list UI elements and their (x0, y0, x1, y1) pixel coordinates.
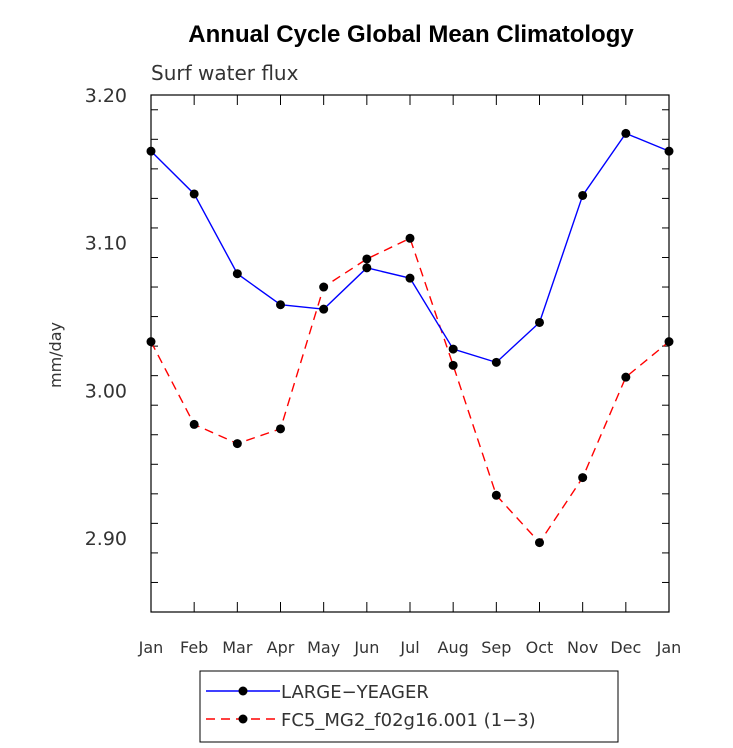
data-point (491, 357, 501, 367)
data-point (232, 439, 242, 449)
data-point (362, 263, 372, 273)
x-tick-label: Jan (656, 638, 682, 657)
data-point (578, 190, 588, 200)
y-tick-label: 3.20 (85, 85, 127, 107)
y-axis-label: mm/day (46, 322, 65, 388)
x-tick-label: Oct (526, 638, 554, 657)
y-tick-label: 2.90 (85, 528, 127, 550)
x-tick-label: Nov (567, 638, 598, 657)
x-tick-label: Jul (399, 638, 419, 657)
data-point (189, 189, 199, 199)
x-tick-label: Sep (481, 638, 511, 657)
legend-marker (238, 686, 248, 696)
x-tick-label: Feb (180, 638, 208, 657)
data-point (535, 538, 544, 548)
legend-marker (238, 714, 248, 724)
legend: LARGE−YEAGER FC5_MG2_f02g16.001 (1−3) (199, 670, 619, 743)
x-tick-label: Dec (610, 638, 641, 657)
x-tick-label: Jun (353, 638, 379, 657)
data-point (621, 128, 631, 138)
x-tick-labels: Jan Feb Mar Apr May Jun Jul Aug Sep Oct Nov Dec Jan (138, 638, 682, 657)
data-point (578, 473, 588, 483)
data-point (448, 360, 458, 370)
y-tick-labels: 2.90 3.00 3.10 3.20 (85, 85, 127, 550)
data-point (319, 282, 329, 292)
legend-box (199, 670, 619, 743)
axis-ticks (150, 95, 670, 613)
legend-label: FC5_MG2_f02g16.001 (1−3) (281, 710, 536, 731)
series-line-0 (150, 132, 670, 364)
chart-title: Annual Cycle Global Mean Climatology (188, 21, 634, 48)
x-tick-label: Aug (438, 638, 469, 657)
x-tick-label: Mar (222, 638, 253, 657)
chart-subtitle: Surf water flux (151, 61, 299, 85)
series-line-1 (150, 237, 670, 544)
data-point (491, 490, 501, 500)
data-point (362, 254, 372, 264)
data-point (276, 300, 285, 310)
y-tick-label: 3.10 (85, 233, 127, 255)
data-point (621, 372, 631, 382)
data-point (189, 419, 199, 429)
data-point (232, 269, 242, 279)
plot-frame (150, 94, 670, 613)
x-tick-label: Jan (138, 638, 164, 657)
data-point (319, 304, 329, 314)
data-point (405, 233, 415, 243)
data-point (535, 317, 544, 327)
series-layer (146, 128, 674, 548)
legend-label: LARGE−YEAGER (281, 682, 429, 703)
data-point (448, 344, 458, 354)
y-tick-label: 3.00 (85, 380, 127, 402)
data-point (276, 424, 285, 434)
data-point (405, 273, 415, 283)
x-tick-label: Apr (267, 638, 295, 657)
x-tick-label: May (307, 638, 340, 657)
